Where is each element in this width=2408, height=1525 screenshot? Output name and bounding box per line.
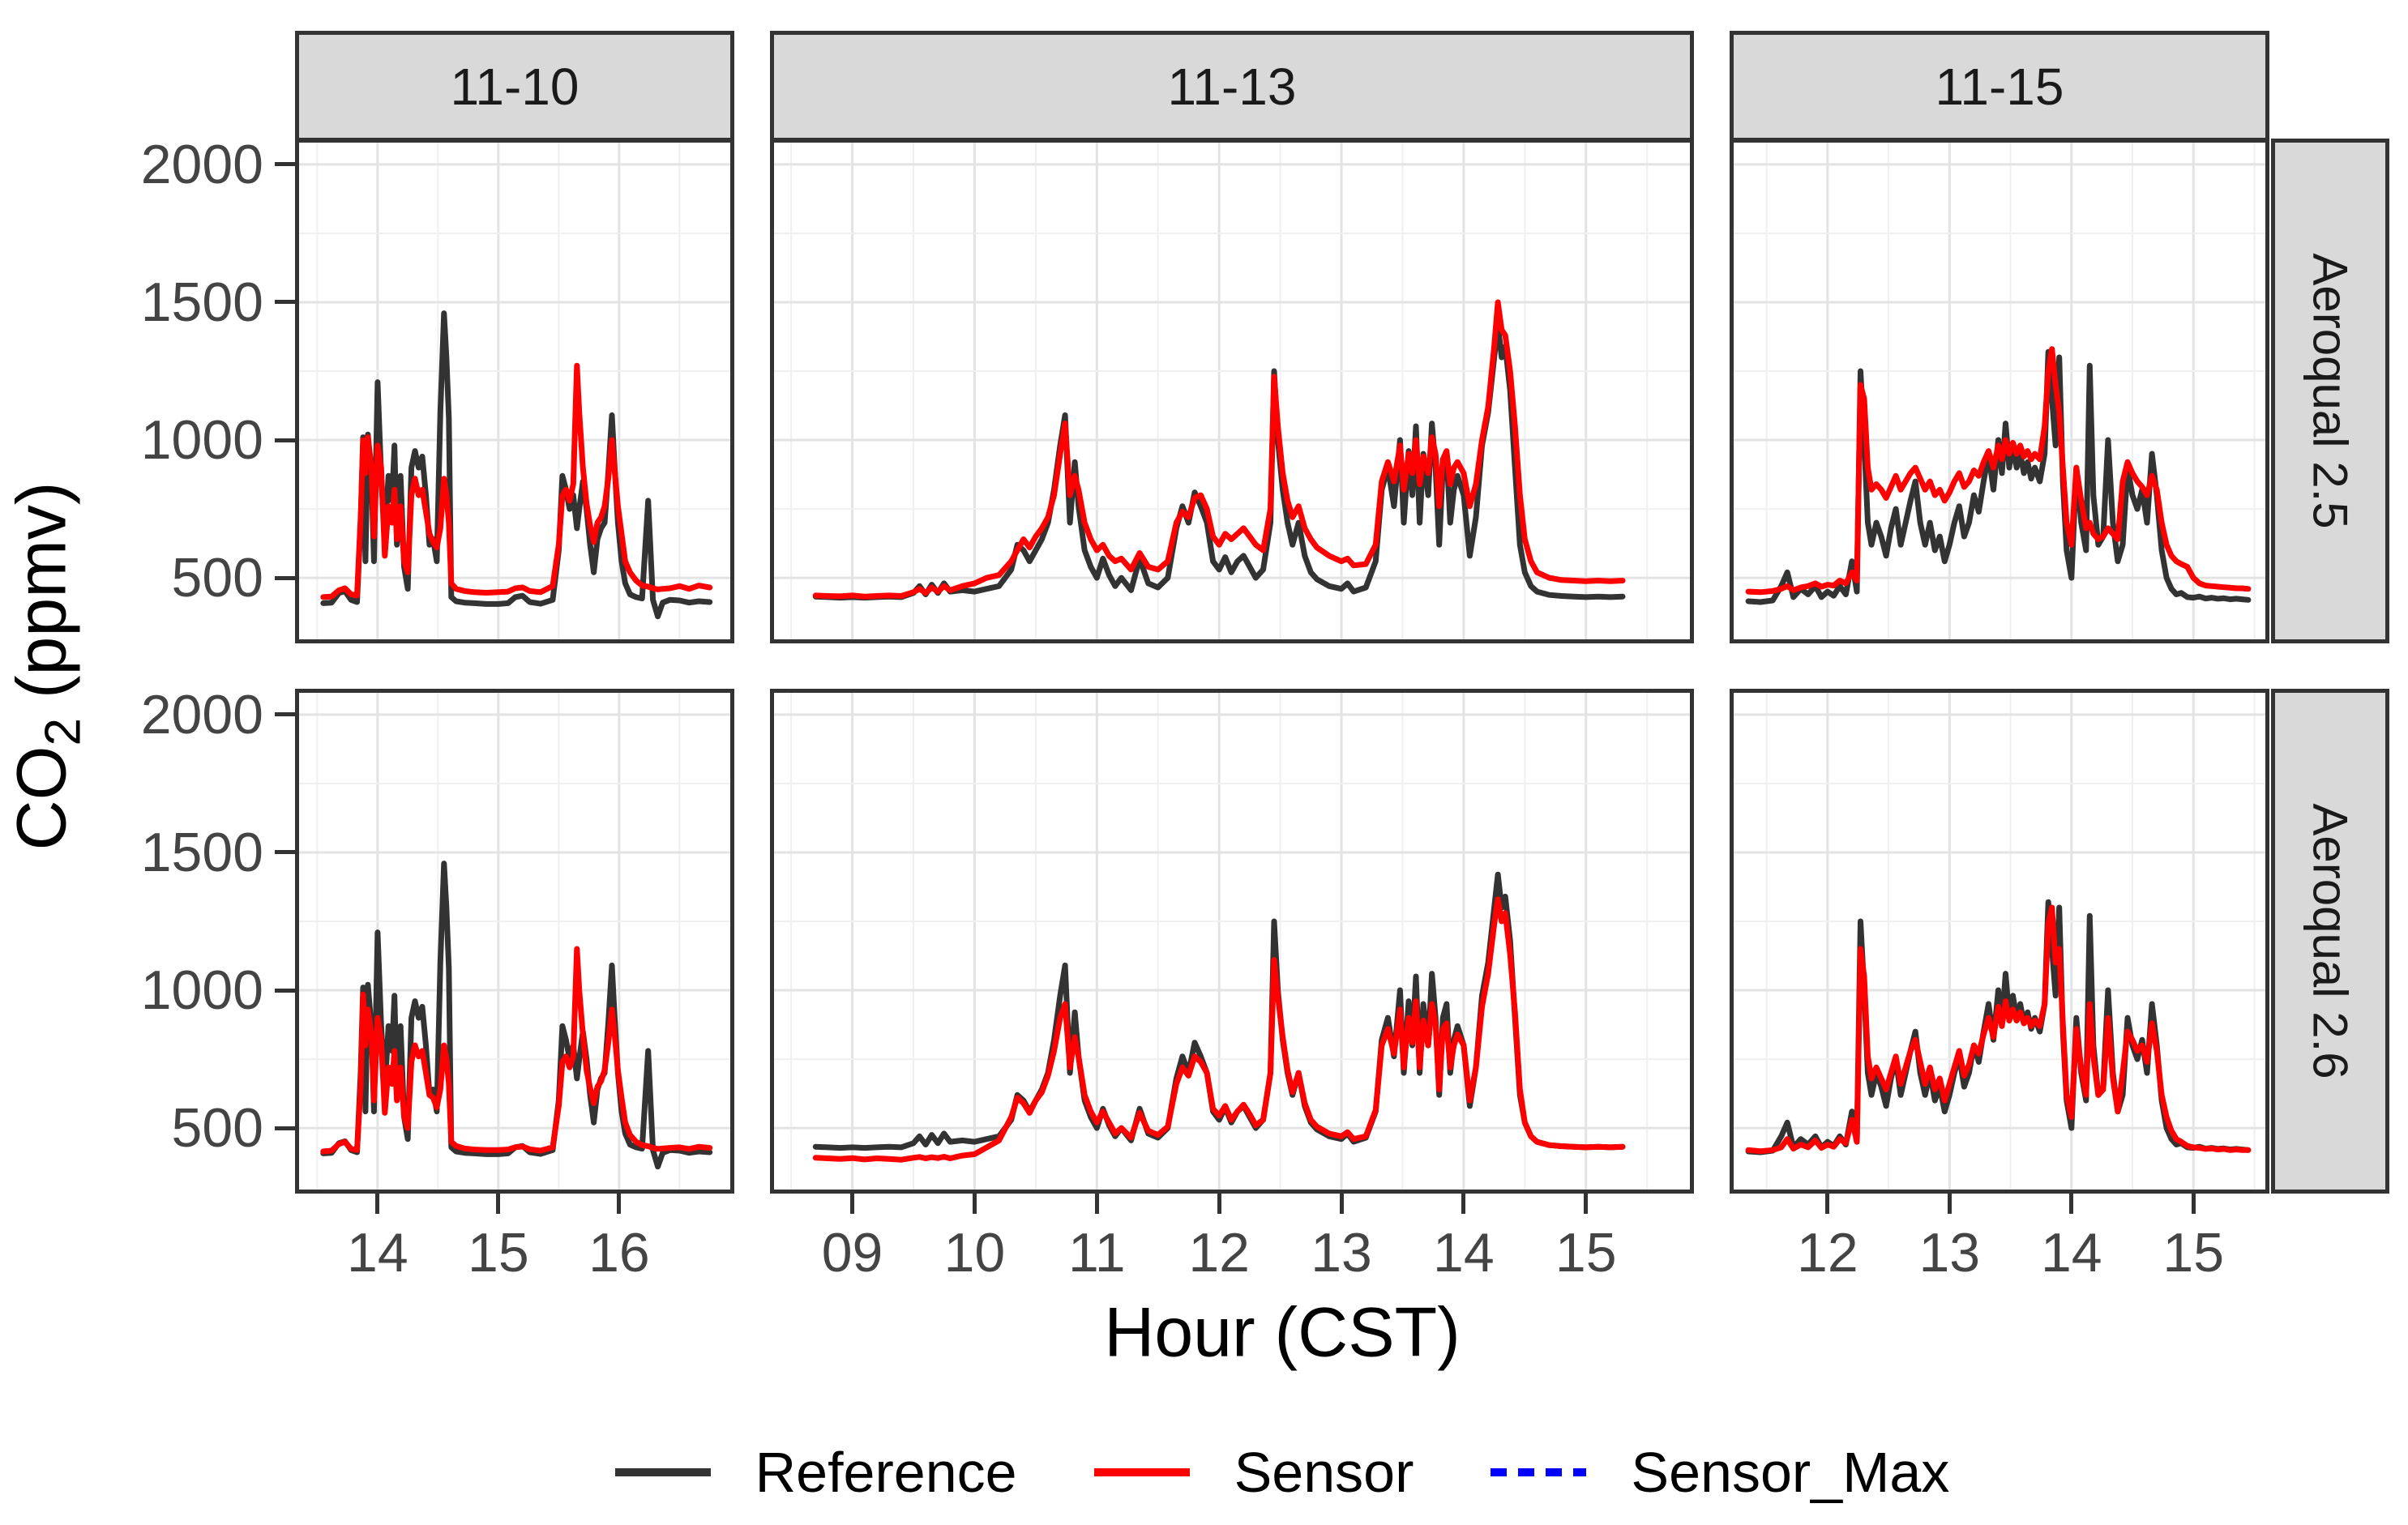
sensor-line [320,362,713,600]
y-tick-label: 1000 [140,409,263,472]
x-tick-label: 15 [468,1222,529,1284]
x-tick-mark [1339,1192,1344,1214]
y-tick-mark [275,575,297,580]
reference-line [1745,899,2252,1155]
x-tick-mark [375,1192,380,1214]
facet-strip-label: 11-15 [1935,57,2064,116]
y-tick-mark [275,438,297,442]
y-tick-label: 1000 [140,959,263,1022]
x-tick-mark [2069,1192,2074,1214]
sensor-line [1745,346,2252,596]
y-tick-label: 2000 [140,683,263,745]
x-tick-label: 13 [1918,1222,1981,1284]
x-tick-mark [850,1192,855,1214]
panel-11-13-Aeroqual 2.5 [772,140,1692,642]
x-tick-label: 16 [588,1222,650,1284]
facet-strip-label: 11-13 [1167,57,1297,116]
y-tick-label: 1500 [140,821,263,883]
panel-11-15-Aeroqual 2.5 [1731,140,2268,642]
reference-line [320,861,713,1170]
x-tick-mark [1825,1192,1830,1214]
y-tick-mark [275,850,297,855]
legend-item-sensor-max: Sensor_Max [1491,1440,1949,1505]
sensor-line [1745,904,2252,1155]
y-tick-label: 2000 [140,133,263,195]
y-tick-mark [275,300,297,305]
x-tick-label: 09 [821,1222,883,1284]
x-tick-mark [1947,1192,1952,1214]
panel-11-10-Aeroqual 2.5 [297,140,733,642]
legend-item-reference: Reference [614,1440,1017,1505]
reference-line [1745,348,2252,605]
legend-item-sensor: Sensor [1093,1440,1414,1505]
y-tick-label: 500 [171,547,263,609]
facet-strip-column-1: 11-10 [295,31,734,142]
x-tick-label: 14 [1433,1222,1495,1284]
facet-strip-row-2: Aeroqual 2.6 [2271,689,2389,1194]
x-tick-label: 15 [2162,1222,2225,1284]
y-tick-mark [275,1126,297,1130]
y-tick-mark [275,988,297,993]
x-tick-mark [1584,1192,1589,1214]
x-tick-label: 12 [1188,1222,1250,1284]
y-axis-title-units: (ppmv) [2,481,81,718]
facet-strip-label: Aeroqual 2.6 [2303,803,2358,1079]
x-tick-label: 12 [1797,1222,1858,1284]
x-tick-label: 13 [1311,1222,1372,1284]
x-axis-title: Hour (CST) [1104,1293,1461,1372]
facet-strip-label: 11-10 [450,57,580,116]
legend-label: Sensor [1234,1441,1414,1504]
sensor-line [812,896,1626,1163]
facet-strip-column-2: 11-13 [770,31,1694,142]
panel-11-10-Aeroqual 2.6 [297,690,733,1192]
reference-line [812,321,1626,601]
legend: Reference Sensor Sensor_Max [297,1420,2268,1525]
x-tick-label: 14 [347,1222,408,1284]
sensor-line [320,946,713,1155]
x-tick-mark [2191,1192,2196,1214]
reference-line-key [614,1468,711,1476]
y-tick-label: 500 [171,1097,263,1160]
facet-strip-row-1: Aeroqual 2.5 [2271,139,2389,643]
x-tick-label: 14 [2040,1222,2102,1284]
x-tick-label: 15 [1555,1222,1617,1284]
y-tick-label: 1500 [140,271,263,333]
y-axis-title: CO2 (ppmv) [2,482,92,851]
panel-11-13-Aeroqual 2.6 [772,690,1692,1192]
y-tick-mark [275,162,297,167]
legend-label: Sensor_Max [1631,1441,1950,1504]
x-tick-label: 10 [943,1222,1006,1284]
facet-strip-label: Aeroqual 2.5 [2303,253,2358,529]
x-tick-mark [1217,1192,1221,1214]
sensor-line [812,299,1626,600]
x-tick-label: 11 [1067,1222,1126,1284]
x-tick-mark [617,1192,622,1214]
y-tick-mark [275,712,297,717]
x-tick-mark [1461,1192,1466,1214]
facet-strip-column-3: 11-15 [1730,31,2269,142]
sensor-line-key [1093,1468,1190,1476]
y-axis-title-subscript: 2 [35,717,92,746]
sensor-max-dashed-line-key [1491,1468,1587,1476]
legend-label: Reference [755,1441,1017,1504]
x-tick-mark [496,1192,501,1214]
panel-11-15-Aeroqual 2.6 [1731,690,2268,1192]
x-tick-mark [972,1192,977,1214]
x-tick-mark [1094,1192,1099,1214]
y-axis-title-main: CO [2,745,81,851]
